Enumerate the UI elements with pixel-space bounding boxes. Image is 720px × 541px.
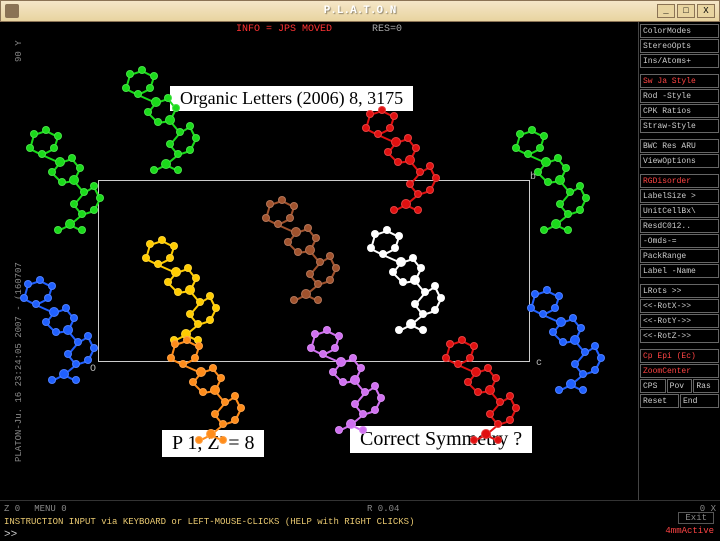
exit-button[interactable]: Exit [678, 512, 714, 524]
z-coord: Z 0 [4, 504, 20, 514]
axis-c-label: c [536, 358, 542, 369]
side-button[interactable]: <<-RotX->> [640, 299, 719, 313]
header-status: INFO = JPS MOVED RES=0 [0, 24, 638, 35]
platon-version-label: PLATON-Ju. 16 23:24:05 2007 - (160707 [14, 262, 24, 462]
side-button[interactable]: UnitCellBx\ [640, 204, 719, 218]
maximize-button[interactable]: □ [677, 4, 695, 18]
active-indicator: 4mmActive [665, 526, 714, 536]
minimize-button[interactable]: _ [657, 4, 675, 18]
side-button[interactable]: <<-RotY->> [640, 314, 719, 328]
side-button[interactable]: StereoOpts [640, 39, 719, 53]
side-button[interactable]: Cp Epi (Ec) [640, 349, 719, 363]
instruction-hint: INSTRUCTION INPUT via KEYBOARD or LEFT-M… [4, 517, 716, 527]
side-button[interactable]: Ins/Atoms+ [640, 54, 719, 68]
side-button[interactable]: Rod -Style [640, 89, 719, 103]
side-button[interactable]: LRots >> [640, 284, 719, 298]
citation-annotation: Organic Letters (2006) 8, 3175 [170, 86, 413, 111]
window-buttons: _ □ X [657, 4, 715, 18]
side-button[interactable]: LabelSize > [640, 189, 719, 203]
side-button[interactable]: BWC Res ARU [640, 139, 719, 153]
molecule-canvas[interactable]: INFO = JPS MOVED RES=0 90 Y PLATON-Ju. 1… [0, 22, 638, 500]
app-icon [5, 4, 19, 18]
side-button[interactable]: ResdC012.. [640, 219, 719, 233]
r-value: R 0.04 [367, 504, 399, 514]
side-button[interactable]: CPS [640, 379, 666, 393]
side-panel: ColorModesStereoOptsIns/Atoms+ Sw Ja Styl… [638, 22, 720, 500]
side-button[interactable]: Sw Ja Style [640, 74, 719, 88]
side-button[interactable]: ColorModes [640, 24, 719, 38]
left-vertical-labels: 90 Y PLATON-Ju. 16 23:24:05 2007 - (1607… [2, 22, 18, 500]
side-button[interactable]: Reset [640, 394, 679, 408]
close-button[interactable]: X [697, 4, 715, 18]
side-button[interactable]: RGDisorder [640, 174, 719, 188]
command-prompt[interactable]: >> [4, 529, 716, 541]
side-button[interactable]: PackRange [640, 249, 719, 263]
bottom-coords: Z 0 MENU 0 R 0.04 0 X [4, 503, 716, 515]
side-button[interactable]: -Omds-= [640, 234, 719, 248]
side-button[interactable]: End [680, 394, 719, 408]
side-button[interactable]: Label -Name [640, 264, 719, 278]
side-button[interactable]: Ras [693, 379, 719, 393]
axis-o-label: O [90, 364, 96, 375]
side-button[interactable]: ZoomCenter [640, 364, 719, 378]
main-area: INFO = JPS MOVED RES=0 90 Y PLATON-Ju. 1… [0, 22, 720, 500]
window-title: P.L.A.T.O.N [324, 5, 397, 17]
side-button[interactable]: Straw-Style [640, 119, 719, 133]
header-res: RES=0 [372, 24, 402, 35]
bottom-status-area: Z 0 MENU 0 R 0.04 0 X INSTRUCTION INPUT … [0, 500, 720, 540]
side-button[interactable]: ViewOptions [640, 154, 719, 168]
side-button[interactable]: Pov [667, 379, 693, 393]
window-titlebar: P.L.A.T.O.N _ □ X [0, 0, 720, 22]
y-label: 90 Y [14, 40, 24, 62]
menu-state: MENU 0 [34, 504, 66, 514]
side-button[interactable]: CPK Ratios [640, 104, 719, 118]
side-button[interactable]: <<-RotZ->> [640, 329, 719, 343]
header-info: INFO = JPS MOVED [236, 24, 332, 35]
bottom-right-buttons: Exit [678, 512, 714, 524]
symmetry-annotation: Correct Symmetry ? [350, 426, 532, 453]
